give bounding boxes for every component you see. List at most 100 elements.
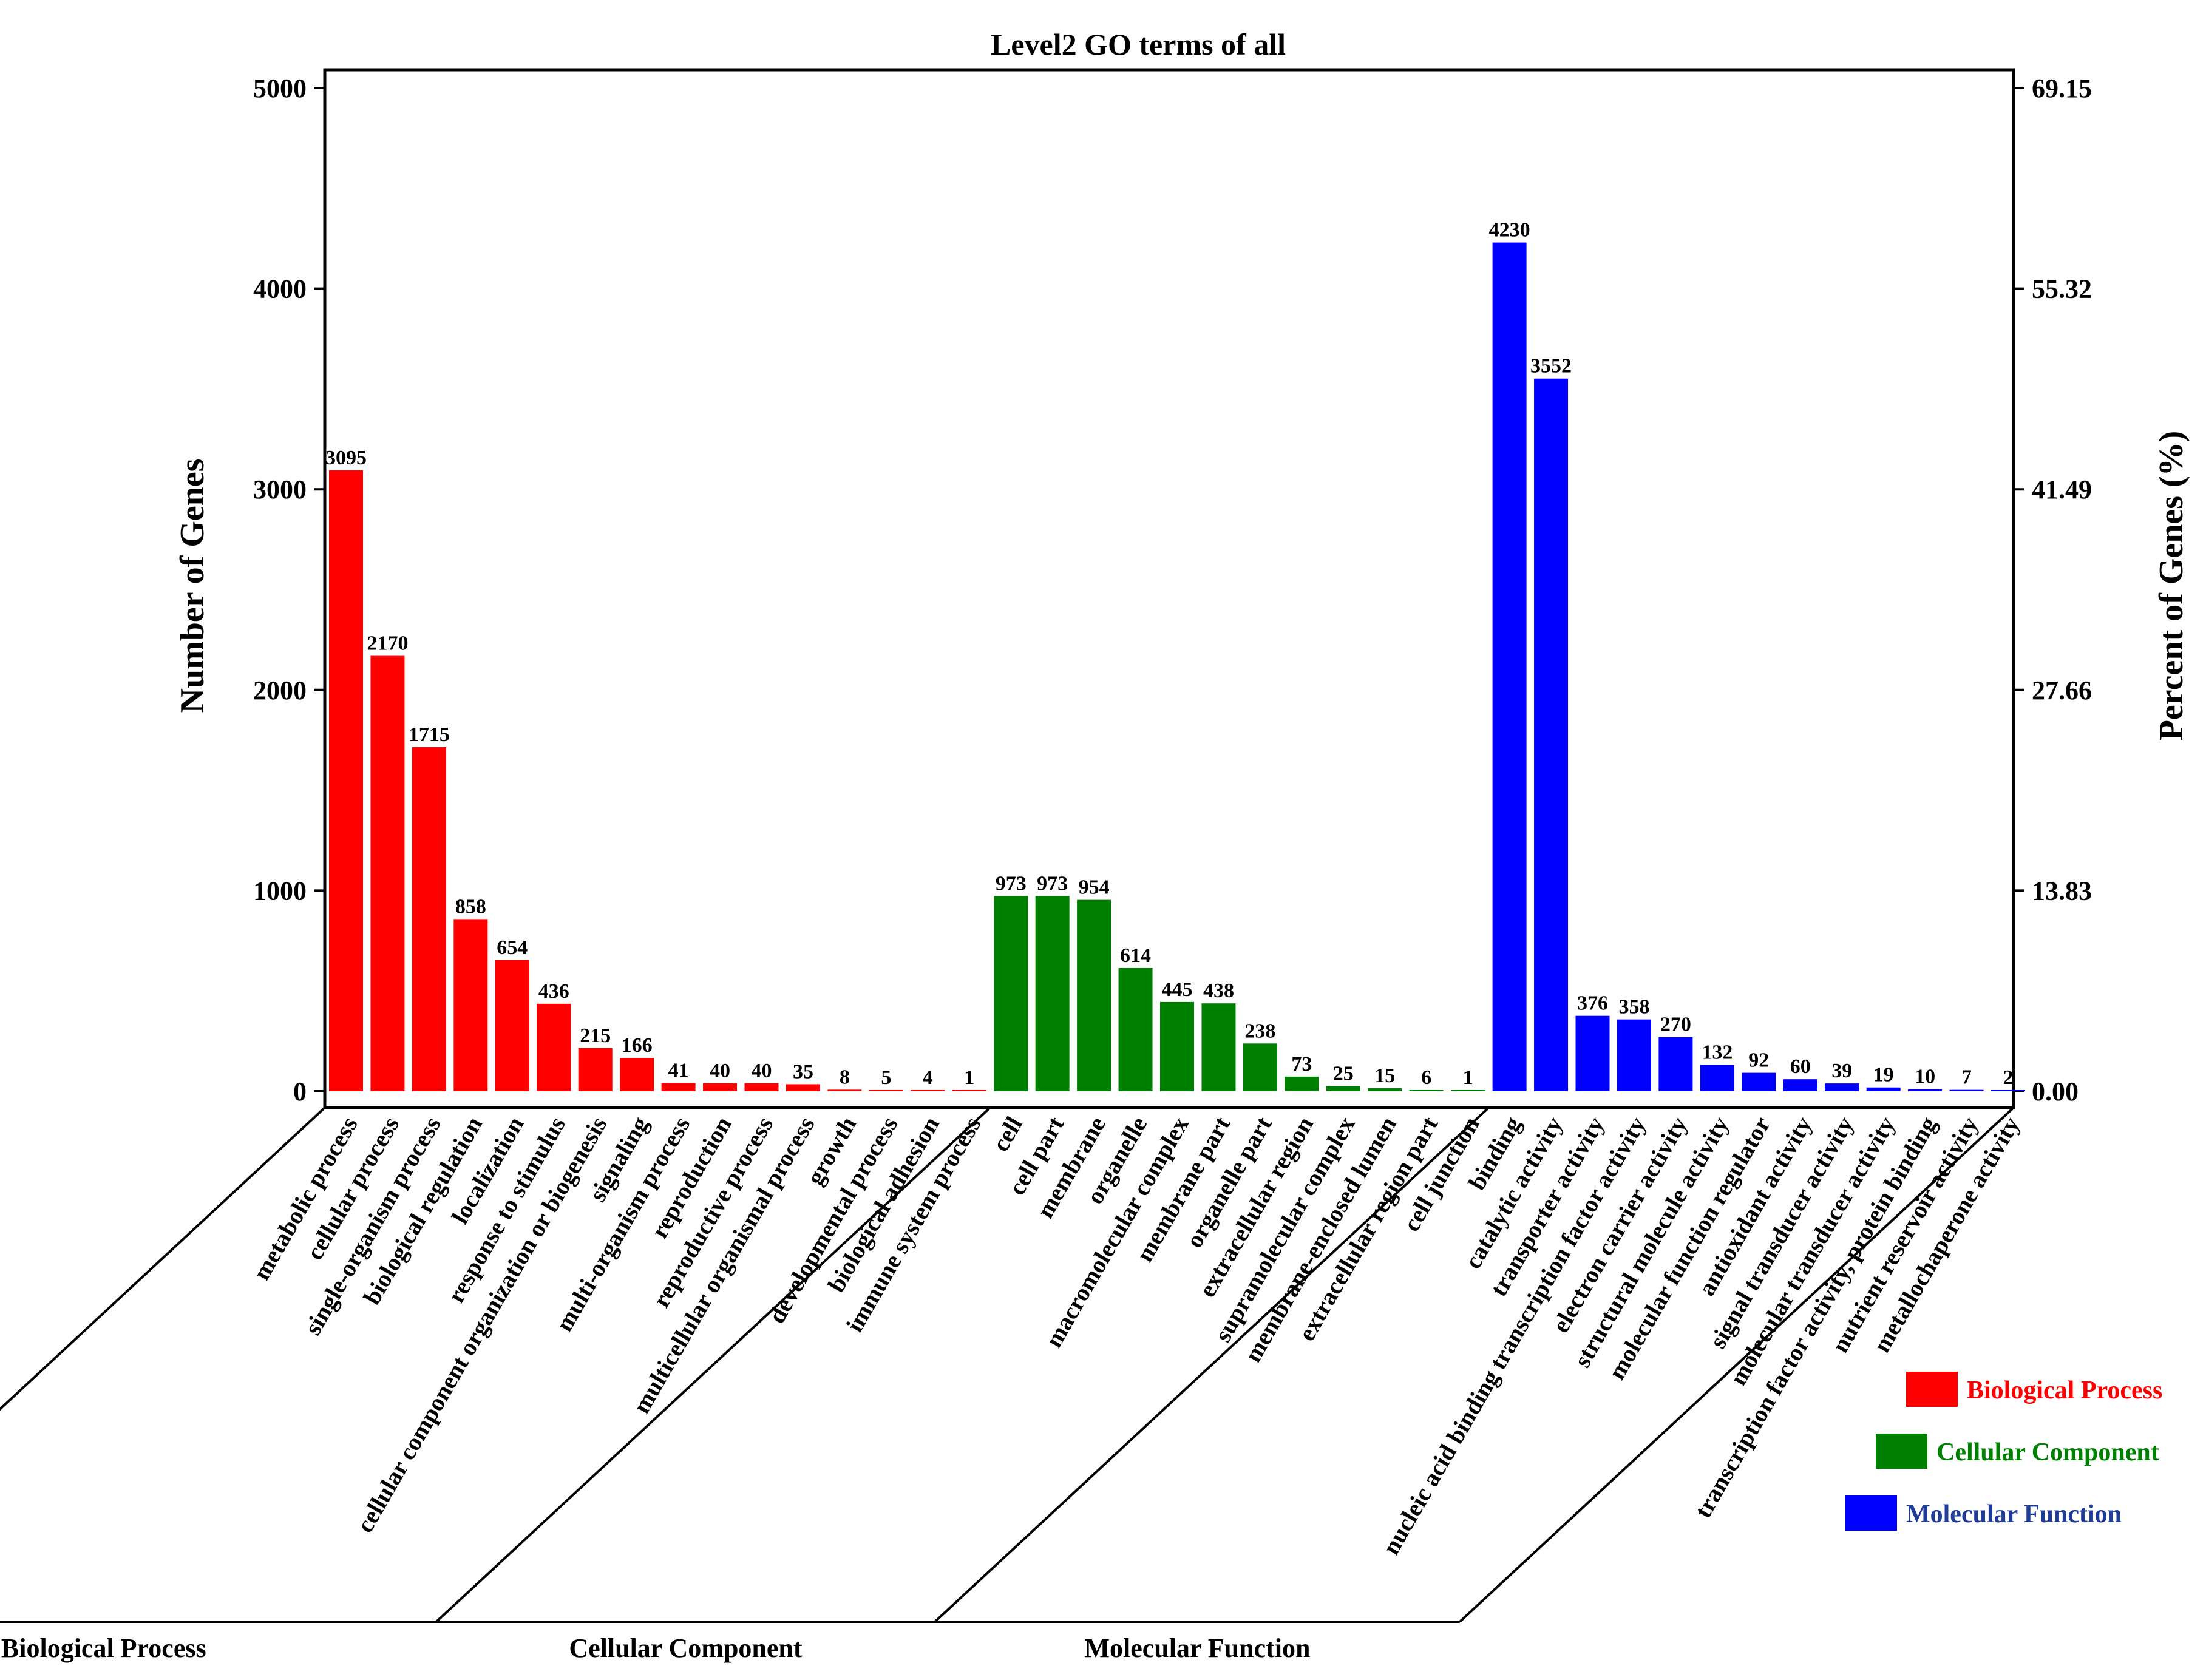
bar (1866, 1087, 1901, 1091)
bar-value-label: 10 (1915, 1066, 1935, 1088)
y-tick-label: 5000 (253, 73, 307, 103)
legend-label: Cellular Component (1936, 1438, 2159, 1466)
bar-value-label: 238 (1244, 1020, 1275, 1042)
bar-value-label: 3095 (325, 447, 367, 469)
bar-value-label: 973 (996, 872, 1027, 895)
group-frame: Biological Process Cellular Component Mole… (0, 1106, 2015, 1663)
bar-value-label: 358 (1618, 996, 1649, 1018)
bar (661, 1083, 696, 1091)
bar (1368, 1088, 1402, 1091)
bar-value-label: 4230 (1489, 219, 1530, 242)
bar (495, 960, 529, 1091)
y2-tick-label: 0.00 (2032, 1077, 2079, 1106)
bar-value-label: 270 (1660, 1014, 1691, 1036)
y-tick-label: 2000 (253, 676, 307, 705)
bar (1160, 1001, 1194, 1091)
bar (1326, 1086, 1360, 1091)
legend-label: Biological Process (1967, 1377, 2162, 1404)
bar-value-label: 25 (1333, 1063, 1354, 1085)
legend-swatch (1845, 1495, 1897, 1531)
bar-value-label: 41 (668, 1059, 689, 1082)
bar (1825, 1083, 1859, 1091)
bar (1949, 1089, 1984, 1091)
bar (869, 1090, 903, 1091)
bar-value-label: 954 (1079, 876, 1110, 899)
bar (703, 1083, 738, 1091)
plot-frame (323, 68, 2015, 1109)
y-tick-label: 4000 (253, 274, 307, 304)
y2-tick-label: 69.15 (2032, 73, 2092, 103)
bar (1617, 1019, 1651, 1091)
bar (952, 1090, 986, 1091)
bar-value-label: 215 (580, 1025, 611, 1047)
group-divider (934, 1106, 1490, 1623)
y-tick-label: 0 (293, 1077, 307, 1106)
bar-value-label: 73 (1291, 1053, 1312, 1075)
bar-value-label: 35 (793, 1060, 813, 1083)
bar-value-label: 2170 (367, 632, 408, 655)
y2-axis-label: Percent of Genes (%) (2153, 431, 2190, 741)
group-divider (0, 1106, 326, 1411)
bar-value-label: 166 (622, 1034, 653, 1057)
category-label: cell (986, 1112, 1028, 1156)
y2-tick-label: 27.66 (2032, 676, 2092, 705)
bar (1409, 1090, 1444, 1091)
bar (537, 1003, 571, 1091)
bar-value-label: 973 (1037, 872, 1068, 895)
bar-value-label: 92 (1748, 1049, 1769, 1072)
bar (1575, 1015, 1610, 1091)
bar (1201, 1003, 1236, 1091)
bar (1243, 1043, 1277, 1091)
bar-value-label: 40 (710, 1060, 730, 1082)
bar-value-label: 6 (1421, 1066, 1431, 1089)
bar-value-label: 614 (1120, 944, 1151, 967)
bar-value-label: 132 (1702, 1041, 1733, 1063)
left-axis-ticks: 0 1000 2000 3000 4000 5000 (253, 73, 325, 1106)
bar-value-label: 376 (1577, 992, 1608, 1015)
bar (786, 1084, 820, 1091)
bar-value-label: 39 (1831, 1060, 1852, 1082)
legend: Biological Process Cellular Component Mole… (1845, 1372, 2162, 1531)
bar-value-label: 7 (1961, 1066, 1972, 1089)
bar (1534, 378, 1569, 1092)
bar (1492, 242, 1527, 1091)
bar (329, 470, 363, 1091)
bar (1742, 1072, 1776, 1091)
group-label: Cellular Component (569, 1633, 803, 1663)
group-divider (1459, 1106, 2015, 1623)
bar (453, 919, 488, 1091)
bar-value-label: 5 (881, 1066, 891, 1089)
bar (370, 655, 405, 1091)
legend-swatch (1876, 1434, 1927, 1469)
bar (744, 1083, 779, 1091)
bar (412, 747, 446, 1091)
y-axis-label: Number of Genes (174, 459, 211, 713)
y-tick-label: 1000 (253, 876, 307, 906)
bar (1700, 1065, 1734, 1091)
bar (911, 1090, 945, 1091)
bar-value-label: 3552 (1530, 355, 1572, 378)
bar (1783, 1079, 1817, 1091)
bar-value-label: 1715 (409, 723, 450, 746)
bar-value-label: 654 (497, 937, 528, 959)
bar (1908, 1089, 1943, 1091)
bar-value-label: 2 (2003, 1066, 2014, 1089)
y2-tick-label: 55.32 (2032, 274, 2092, 304)
y2-tick-label: 13.83 (2032, 876, 2092, 906)
bar (1451, 1090, 1485, 1091)
bar-value-label: 1 (964, 1066, 974, 1089)
axes (323, 68, 2015, 1109)
bar (1035, 896, 1070, 1091)
bar-value-label: 15 (1374, 1065, 1395, 1087)
bar (620, 1058, 654, 1091)
bar-value-label: 438 (1203, 980, 1234, 1002)
y-tick-label: 3000 (253, 475, 307, 504)
bar-value-label: 19 (1873, 1064, 1894, 1086)
bar-value-label: 858 (455, 895, 486, 918)
bar-value-label: 1 (1463, 1066, 1473, 1089)
bar-value-label: 60 (1790, 1055, 1811, 1078)
bar-value-label: 445 (1162, 978, 1193, 1001)
